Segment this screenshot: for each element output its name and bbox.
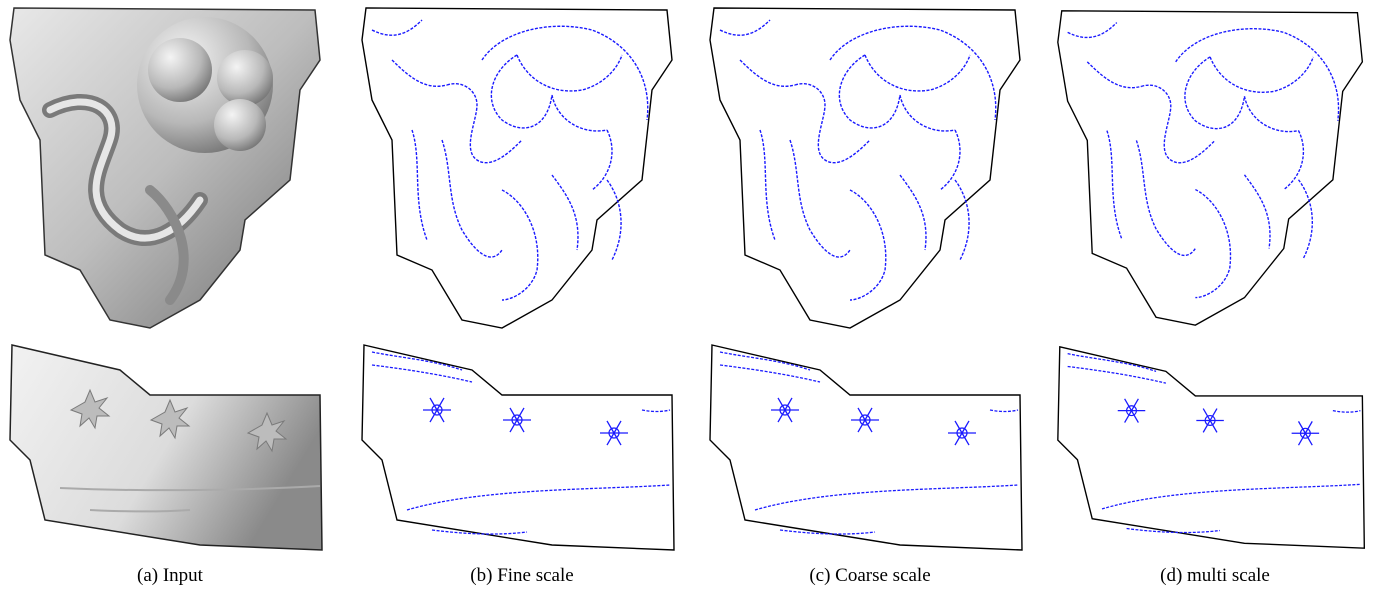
fragment-outline [361, 344, 675, 551]
coarse-scale-rim-lines [709, 344, 1023, 551]
fragment-outline [1057, 345, 1366, 549]
rosette-center [956, 427, 968, 439]
feature-line [1243, 174, 1271, 249]
feature-line [1101, 483, 1361, 510]
panel-a-bottom [0, 340, 340, 555]
rosette-lines [948, 420, 976, 446]
feature-line [446, 83, 523, 164]
feature-line [1184, 56, 1246, 130]
rosette-lines [423, 397, 451, 423]
feature-line [849, 189, 887, 301]
shaded-relief-fragment [9, 7, 321, 329]
coarse-scale-relief-lines [709, 7, 1021, 329]
feature-line [1332, 410, 1361, 413]
feature-line [1195, 188, 1232, 299]
feature-line [391, 59, 448, 87]
feature-line [490, 54, 553, 129]
feature-line [779, 529, 876, 535]
panel-c-top [700, 0, 1040, 330]
panel-d-top [1048, 0, 1382, 330]
caption-a: (a) Input [137, 565, 203, 586]
rosette-center [1125, 405, 1138, 417]
feature-line [1141, 84, 1216, 164]
feature-line [591, 129, 613, 191]
rosette-lines [600, 420, 628, 446]
feature-line [516, 54, 623, 92]
rosette-center [859, 414, 871, 426]
feature-line [838, 54, 901, 129]
fragment-outline [361, 7, 673, 329]
feature-line [551, 94, 608, 132]
feature-line [606, 179, 622, 261]
feature-line [954, 179, 970, 261]
feature-line [899, 174, 927, 251]
fragment-outline [1057, 10, 1364, 326]
feature-line [371, 351, 463, 371]
rosette-lines [1117, 398, 1146, 423]
feature-line [441, 139, 503, 258]
feature-line [1209, 56, 1314, 93]
panel-c-bottom [700, 340, 1040, 555]
feature-line [989, 409, 1019, 413]
feature-line [1135, 140, 1196, 257]
rosette-center [1299, 427, 1311, 439]
feature-line [754, 484, 1019, 511]
feature-line [719, 364, 821, 383]
feature-line [481, 25, 649, 121]
feature-line [431, 529, 528, 535]
panel-b-top [352, 0, 692, 330]
feature-line [641, 409, 671, 413]
caption-b: (b) Fine scale [470, 565, 574, 586]
rosette-center [1204, 414, 1216, 426]
feature-line [939, 129, 961, 191]
feature-line [1297, 179, 1313, 259]
fragment-outline [709, 344, 1023, 551]
feature-line [789, 139, 851, 258]
fine-scale-rim-lines [361, 344, 675, 551]
feature-line [551, 174, 579, 251]
panel-d-bottom [1048, 340, 1382, 555]
feature-line [1283, 130, 1305, 191]
panel-b-bottom [352, 340, 692, 555]
rosette-lines [771, 397, 799, 423]
rosette-center [511, 414, 523, 426]
feature-line [1067, 22, 1118, 39]
fine-scale-relief-lines [361, 7, 673, 329]
feature-line [1086, 61, 1142, 89]
caption-c: (c) Coarse scale [809, 565, 931, 586]
feature-line [1067, 365, 1167, 384]
rosette-center [608, 427, 620, 439]
feature-line [1067, 353, 1157, 372]
feature-line [371, 364, 473, 383]
feature-line [406, 484, 671, 511]
rosette-center [779, 404, 791, 416]
feature-line [719, 19, 771, 36]
feature-line [899, 94, 956, 132]
feature-line [739, 59, 796, 87]
feature-line [1175, 28, 1340, 121]
feature-line [719, 351, 811, 371]
rosette-lines [1196, 408, 1224, 433]
caption-d: (d) multi scale [1160, 565, 1270, 586]
panel-a-top [0, 0, 340, 330]
multi-scale-relief-lines [1057, 10, 1364, 326]
multi-scale-rim-lines [1057, 345, 1366, 549]
rosette-center [431, 404, 443, 416]
feature-line [371, 19, 423, 36]
rosette-lines [1291, 421, 1320, 446]
feature-line [794, 83, 871, 164]
rosette-lines [503, 407, 531, 433]
shaded-rim-fragment [9, 344, 323, 551]
feature-line [829, 25, 997, 121]
feature-line [1243, 96, 1299, 133]
feature-line [1106, 130, 1123, 239]
fragment-outline [709, 7, 1021, 329]
rosette-lines [851, 407, 879, 433]
feature-line [411, 129, 428, 241]
feature-line [1126, 527, 1220, 534]
feature-line [759, 129, 776, 241]
feature-line [501, 189, 539, 301]
feature-line [864, 54, 971, 92]
